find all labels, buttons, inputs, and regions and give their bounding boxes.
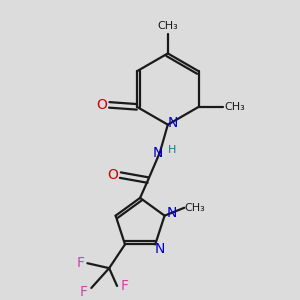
Text: H: H — [168, 146, 176, 155]
Text: CH₃: CH₃ — [185, 203, 206, 213]
Text: CH₃: CH₃ — [158, 21, 178, 31]
Text: N: N — [166, 206, 177, 220]
Text: N: N — [155, 242, 165, 256]
Text: CH₃: CH₃ — [224, 102, 245, 112]
Text: O: O — [96, 98, 107, 112]
Text: F: F — [121, 279, 129, 293]
Text: N: N — [153, 146, 163, 161]
Text: N: N — [168, 116, 178, 130]
Text: O: O — [107, 168, 118, 182]
Text: F: F — [80, 285, 87, 299]
Text: F: F — [76, 256, 85, 270]
